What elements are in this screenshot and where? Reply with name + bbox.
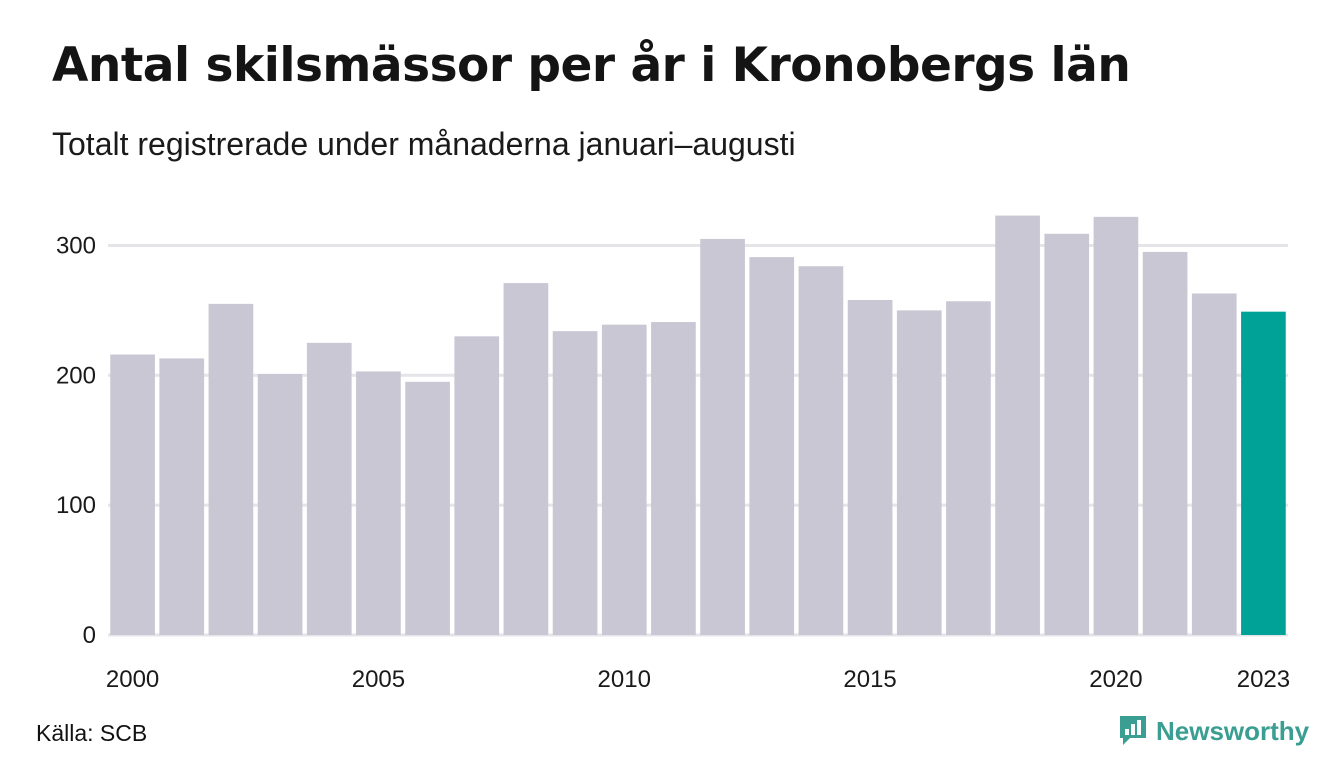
- x-tick-label: 2005: [352, 666, 405, 693]
- bar-2022: [1191, 293, 1237, 635]
- bar-2009: [552, 331, 598, 635]
- bar-2013: [749, 257, 795, 635]
- source-note: Källa: SCB: [36, 720, 148, 746]
- x-tick-label: 2010: [598, 666, 651, 693]
- y-tick-label: 300: [56, 232, 96, 259]
- bar-2007: [454, 336, 500, 635]
- bar-2003: [257, 374, 303, 635]
- bar-2006: [405, 381, 450, 635]
- bar-2004: [306, 342, 352, 635]
- y-tick-label: 0: [83, 622, 96, 649]
- gridlines: [108, 243, 1288, 637]
- bar-2012: [700, 238, 745, 635]
- brand-logo: Newsworthy: [1118, 714, 1309, 748]
- x-tick-label: 2020: [1089, 666, 1142, 693]
- bar-2018: [995, 215, 1040, 635]
- y-tick-label: 100: [56, 492, 96, 519]
- newsworthy-logo-icon: [1120, 716, 1146, 745]
- bar-2017: [946, 301, 991, 635]
- bar-2011: [651, 322, 696, 635]
- bar-2001: [159, 358, 205, 635]
- chart-subtitle: Totalt registrerade under månaderna janu…: [52, 126, 796, 162]
- bar-2014: [798, 266, 844, 635]
- brand-name: Newsworthy: [1156, 715, 1310, 746]
- bar-2020: [1093, 216, 1139, 635]
- x-tick-label: 2015: [843, 666, 896, 693]
- bar-2021: [1142, 251, 1188, 635]
- x-axis: 2000 2005 2010 2015 2020 2023: [106, 666, 1290, 693]
- bar-2008: [503, 283, 549, 635]
- bar-2010: [601, 324, 647, 635]
- bar-2002: [208, 303, 254, 635]
- bar-2019: [1044, 233, 1090, 635]
- chart-title: Antal skilsmässor per år i Kronobergs lä…: [52, 38, 1131, 93]
- bar-2015: [847, 299, 893, 635]
- bar-2005: [356, 371, 401, 635]
- x-tick-label: 2000: [106, 666, 159, 693]
- bar-2023: [1241, 311, 1286, 635]
- x-tick-label: 2023: [1237, 666, 1290, 693]
- bar-2000: [110, 354, 155, 635]
- y-axis: 0 100 200 300: [56, 232, 96, 649]
- bar-2016: [896, 310, 942, 635]
- bars: [110, 215, 1286, 635]
- y-tick-label: 200: [56, 362, 96, 389]
